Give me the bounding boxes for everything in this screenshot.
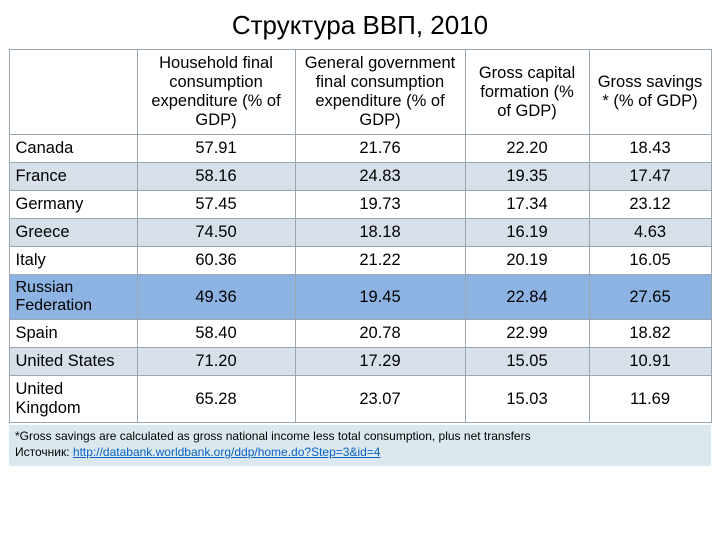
row-label-cell: Spain (9, 320, 137, 348)
row-label-cell: Russian Federation (9, 275, 137, 320)
value-household: 49.36 (137, 275, 295, 320)
table-row: France58.1624.8319.3517.47 (9, 163, 711, 191)
value-government: 18.18 (295, 219, 465, 247)
col-header-capital: Gross capital formation (% of GDP) (465, 50, 589, 135)
footnote-source-link[interactable]: http://databank.worldbank.org/ddp/home.d… (73, 445, 381, 459)
value-government: 20.78 (295, 320, 465, 348)
table-header-row: Household final consumption expenditure … (9, 50, 711, 135)
value-government: 17.29 (295, 348, 465, 376)
value-household: 58.40 (137, 320, 295, 348)
value-capital: 22.84 (465, 275, 589, 320)
value-government: 24.83 (295, 163, 465, 191)
value-household: 65.28 (137, 376, 295, 423)
row-label-cell: Italy (9, 247, 137, 275)
row-label-cell: United Kingdom (9, 376, 137, 423)
table-row: Greece74.5018.1816.194.63 (9, 219, 711, 247)
row-label-cell: France (9, 163, 137, 191)
value-savings: 16.05 (589, 247, 711, 275)
table-row: Canada57.9121.7622.2018.43 (9, 135, 711, 163)
row-label-cell: Germany (9, 191, 137, 219)
value-savings: 11.69 (589, 376, 711, 423)
col-header-household: Household final consumption expenditure … (137, 50, 295, 135)
value-household: 60.36 (137, 247, 295, 275)
col-header-country (9, 50, 137, 135)
value-government: 19.45 (295, 275, 465, 320)
gdp-structure-table: Household final consumption expenditure … (9, 49, 712, 423)
value-savings: 17.47 (589, 163, 711, 191)
footnote-block: *Gross savings are calculated as gross n… (9, 425, 711, 466)
row-label-cell: Canada (9, 135, 137, 163)
value-savings: 27.65 (589, 275, 711, 320)
value-government: 21.22 (295, 247, 465, 275)
value-government: 23.07 (295, 376, 465, 423)
col-header-government: General government final consumption exp… (295, 50, 465, 135)
value-savings: 18.82 (589, 320, 711, 348)
value-household: 58.16 (137, 163, 295, 191)
value-savings: 18.43 (589, 135, 711, 163)
value-household: 71.20 (137, 348, 295, 376)
value-capital: 17.34 (465, 191, 589, 219)
value-government: 21.76 (295, 135, 465, 163)
row-label-cell: Greece (9, 219, 137, 247)
table-row: United States71.2017.2915.0510.91 (9, 348, 711, 376)
value-government: 19.73 (295, 191, 465, 219)
value-capital: 22.20 (465, 135, 589, 163)
value-capital: 15.05 (465, 348, 589, 376)
value-savings: 10.91 (589, 348, 711, 376)
value-capital: 22.99 (465, 320, 589, 348)
value-capital: 16.19 (465, 219, 589, 247)
table-row: Russian Federation49.3619.4522.8427.65 (9, 275, 711, 320)
value-savings: 4.63 (589, 219, 711, 247)
value-capital: 20.19 (465, 247, 589, 275)
footnote-text: *Gross savings are calculated as gross n… (15, 428, 705, 444)
value-household: 57.45 (137, 191, 295, 219)
value-household: 74.50 (137, 219, 295, 247)
value-household: 57.91 (137, 135, 295, 163)
col-header-savings: Gross savings * (% of GDP) (589, 50, 711, 135)
value-savings: 23.12 (589, 191, 711, 219)
page-title: Структура ВВП, 2010 (0, 0, 720, 49)
table-row: Italy60.3621.2220.1916.05 (9, 247, 711, 275)
table-row: Germany57.4519.7317.3423.12 (9, 191, 711, 219)
footnote-source-label: Источник: (15, 445, 73, 459)
row-label-cell: United States (9, 348, 137, 376)
table-row: Spain58.4020.7822.9918.82 (9, 320, 711, 348)
value-capital: 19.35 (465, 163, 589, 191)
table-row: United Kingdom65.2823.0715.0311.69 (9, 376, 711, 423)
value-capital: 15.03 (465, 376, 589, 423)
